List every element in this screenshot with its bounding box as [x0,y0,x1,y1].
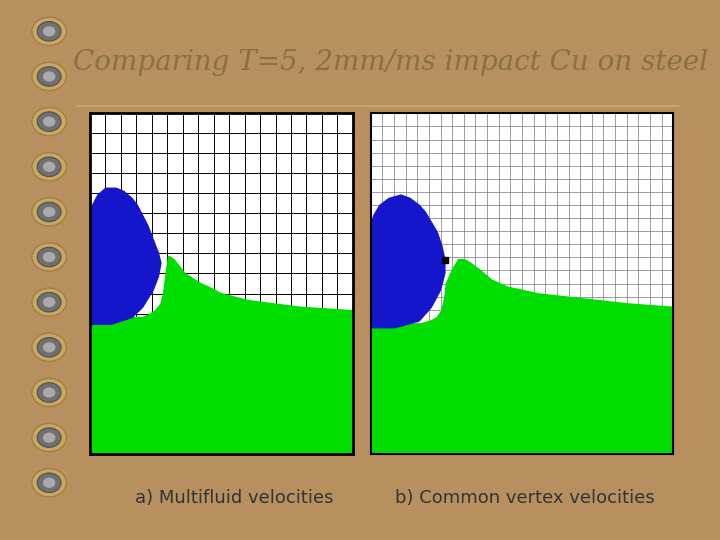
Polygon shape [90,188,161,325]
Ellipse shape [37,202,61,221]
Ellipse shape [43,387,55,397]
Ellipse shape [37,247,61,267]
Ellipse shape [37,383,61,402]
Polygon shape [90,256,353,454]
Ellipse shape [43,161,55,172]
Ellipse shape [43,342,55,353]
Text: b) Common vertex velocities: b) Common vertex velocities [395,489,655,507]
Ellipse shape [43,117,55,127]
Ellipse shape [32,288,66,316]
Ellipse shape [37,67,61,86]
Ellipse shape [43,71,55,82]
Ellipse shape [43,477,55,488]
Ellipse shape [32,62,66,91]
Ellipse shape [32,17,66,45]
Polygon shape [371,260,673,454]
Ellipse shape [43,433,55,443]
Ellipse shape [37,22,61,41]
Ellipse shape [32,153,66,181]
Ellipse shape [37,293,61,312]
Ellipse shape [37,157,61,177]
Ellipse shape [32,243,66,271]
Ellipse shape [32,423,66,452]
Ellipse shape [37,473,61,492]
Ellipse shape [43,297,55,307]
Ellipse shape [32,469,66,497]
Polygon shape [371,195,445,328]
Ellipse shape [37,112,61,131]
Text: a) Multifluid velocities: a) Multifluid velocities [135,489,333,507]
Ellipse shape [43,26,55,37]
Ellipse shape [32,107,66,136]
Ellipse shape [43,207,55,217]
Ellipse shape [43,252,55,262]
Ellipse shape [32,333,66,361]
Ellipse shape [37,338,61,357]
Text: Comparing T=5, 2mm/ms impact Cu on steel: Comparing T=5, 2mm/ms impact Cu on steel [73,49,708,76]
Ellipse shape [37,428,61,447]
Ellipse shape [32,198,66,226]
Ellipse shape [32,379,66,407]
